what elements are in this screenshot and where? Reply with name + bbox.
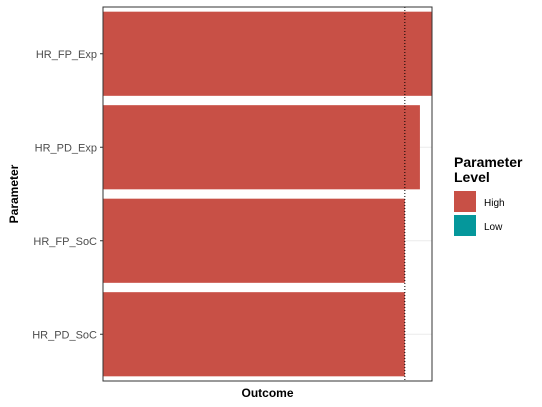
bar-hr-pd-soc-high — [103, 292, 405, 377]
y-tick-label: HR_PD_Exp — [35, 142, 97, 154]
legend-key-low — [454, 215, 476, 236]
bars — [103, 11, 432, 377]
plot-panel-border — [102, 6, 433, 382]
legend-title-line-1: Parameter — [454, 154, 523, 170]
legend-label-low: Low — [484, 222, 503, 233]
legend-title-line-2: Level — [454, 169, 490, 185]
y-axis-ticks: HR_FP_Exp HR_PD_Exp HR_FP_SoC HR_PD_SoC — [32, 49, 103, 341]
bar-hr-fp-soc-high — [103, 198, 405, 283]
bar-hr-fp-exp-high — [103, 11, 432, 96]
bar-hr-pd-exp-high — [103, 105, 420, 190]
x-axis-title: Outcome — [241, 386, 293, 400]
legend: Parameter Level High Low — [454, 154, 523, 236]
legend-label-high: High — [484, 198, 505, 209]
legend-key-high — [454, 191, 476, 212]
y-tick-label: HR_FP_Exp — [36, 49, 97, 61]
y-tick-label: HR_PD_SoC — [32, 329, 97, 341]
y-axis-title: Parameter — [7, 164, 21, 223]
y-tick-label: HR_FP_SoC — [33, 236, 97, 248]
